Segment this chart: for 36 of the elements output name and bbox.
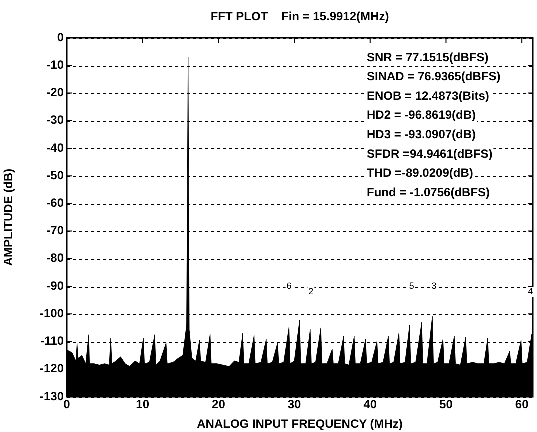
annotation: 2 bbox=[308, 286, 314, 297]
y-tick-label: -10 bbox=[46, 58, 64, 72]
annotation: 6 bbox=[286, 280, 292, 291]
x-tick-label: 20 bbox=[212, 398, 226, 412]
annotation: HD3 = -93.0907(dB) bbox=[367, 128, 476, 142]
annotation: 5 bbox=[409, 280, 414, 291]
y-tick-label: -100 bbox=[40, 306, 64, 320]
y-tick-label: -40 bbox=[46, 140, 64, 155]
annotation: SFDR =94.9461(dBFS) bbox=[367, 146, 493, 161]
annotation: HD2 = -96.8619(dB) bbox=[367, 108, 476, 122]
annotation: 3 bbox=[432, 280, 437, 291]
y-tick-label: -110 bbox=[40, 334, 64, 348]
x-axis-title: ANALOG INPUT FREQUENCY (MHz) bbox=[197, 417, 403, 432]
y-tick-label: 0 bbox=[57, 30, 64, 44]
x-tick-label: 50 bbox=[440, 398, 454, 412]
annotation: THD =-89.0209(dB) bbox=[367, 166, 474, 180]
y-tick-label: -90 bbox=[46, 278, 64, 293]
y-axis-title: AMPLITUDE (dB) bbox=[2, 168, 16, 266]
annotation: Fund = -1.0756(dBFS) bbox=[367, 185, 490, 200]
x-tick-label: 30 bbox=[288, 398, 302, 412]
x-tick-label: 40 bbox=[364, 398, 378, 412]
annotation: SINAD = 76.9365(dBFS) bbox=[367, 70, 501, 84]
annotation: SNR = 77.1515(dBFS) bbox=[367, 50, 489, 64]
y-tick-label: -20 bbox=[46, 86, 64, 100]
annotation: ENOB = 12.4873(Bits) bbox=[367, 88, 490, 103]
y-tick-label: -130 bbox=[40, 389, 64, 404]
annotation: 4 bbox=[528, 286, 534, 297]
y-tick-label: -50 bbox=[46, 168, 64, 182]
y-tick-label: -60 bbox=[46, 196, 64, 210]
x-tick-label: 60 bbox=[515, 398, 530, 412]
y-tick-label: -30 bbox=[46, 113, 64, 128]
x-tick-label: 10 bbox=[136, 398, 150, 412]
y-tick-label: -120 bbox=[40, 362, 64, 376]
y-tick-label: -80 bbox=[46, 251, 64, 266]
chart-title: FFT PLOT Fin = 15.9912(MHz) bbox=[210, 9, 390, 24]
y-tick-label: -70 bbox=[46, 224, 64, 238]
